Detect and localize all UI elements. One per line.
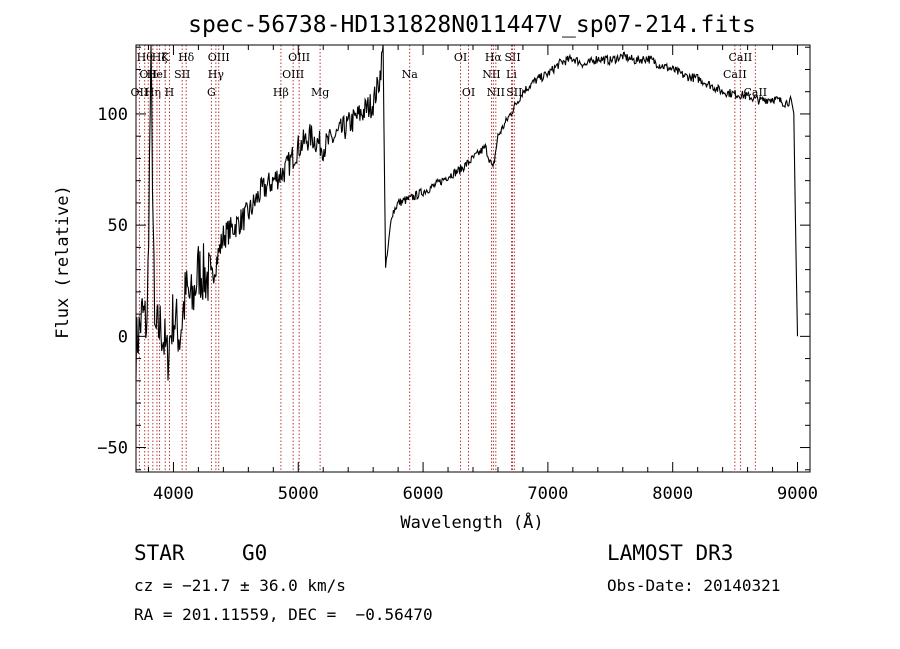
x-tick-label: 5000 [278, 484, 319, 504]
line-marker-label: Hθ [137, 51, 154, 64]
x-tick-label: 7000 [527, 484, 568, 504]
line-markers: HθOIIHηOIIHeIHζKHSIIHδGHγOIIIHβOIIIOIIIM… [131, 45, 767, 472]
x-tick-label: 8000 [652, 484, 693, 504]
line-marker-label: Hγ [208, 68, 225, 81]
line-marker-label: OIII [282, 68, 304, 81]
line-marker-label: OII [131, 86, 149, 99]
survey-name: LAMOST DR3 [607, 541, 734, 565]
line-marker-label: Hα [485, 51, 503, 64]
line-marker-label: CaII [729, 51, 753, 64]
line-marker-label: SII [174, 68, 190, 81]
line-marker-label: Li [506, 68, 517, 81]
line-marker-label: G [207, 86, 216, 99]
plot-frame [135, 44, 811, 473]
x-axis-label: Wavelength (Å) [400, 511, 543, 533]
line-marker-label: SII [504, 51, 520, 64]
axis-ticks: 4000 5000 6000 7000 8000 9000 −50 0 50 100 [97, 45, 818, 504]
line-marker-label: OIII [288, 51, 310, 64]
y-tick-label: 0 [118, 327, 128, 347]
line-marker-label: Hζ [152, 51, 168, 64]
line-marker-label: Hβ [273, 86, 289, 99]
object-subclass: G0 [242, 541, 268, 565]
line-marker-label: Mg [311, 86, 329, 99]
sky-coordinates: RA = 201.11559, DEC = −0.56470 [134, 605, 433, 624]
line-marker-label: OI [462, 86, 475, 99]
line-marker-label: HeI [147, 68, 167, 81]
object-class: STAR [134, 541, 185, 565]
y-axis-label: Flux (relative) [53, 185, 73, 339]
line-marker-label: K [161, 51, 170, 64]
y-tick-label: 100 [97, 105, 128, 125]
observation-date: Obs-Date: 20140321 [607, 576, 781, 595]
spectrum-series-line [135, 44, 799, 381]
redshift-velocity: cz = −21.7 ± 36.0 km/s [134, 576, 346, 595]
line-marker-label: OIII [208, 51, 230, 64]
line-marker-label: H [165, 86, 175, 99]
x-tick-label: 9000 [777, 484, 818, 504]
line-marker-label: OI [454, 51, 467, 64]
line-marker-label: SII [506, 86, 522, 99]
chart-title: spec-56738-HD131828N011447V_sp07-214.fit… [188, 12, 756, 38]
x-tick-label: 4000 [153, 484, 194, 504]
line-marker-label: NII [487, 86, 505, 99]
line-marker-label: NII [482, 68, 500, 81]
line-marker-label: Hδ [178, 51, 195, 64]
y-tick-label: −50 [97, 439, 128, 459]
x-tick-label: 6000 [403, 484, 444, 504]
line-marker-label: Na [402, 68, 419, 81]
line-marker-label: Hη [145, 86, 161, 99]
line-marker-label: CaII [723, 68, 747, 81]
y-tick-label: 50 [108, 216, 128, 236]
